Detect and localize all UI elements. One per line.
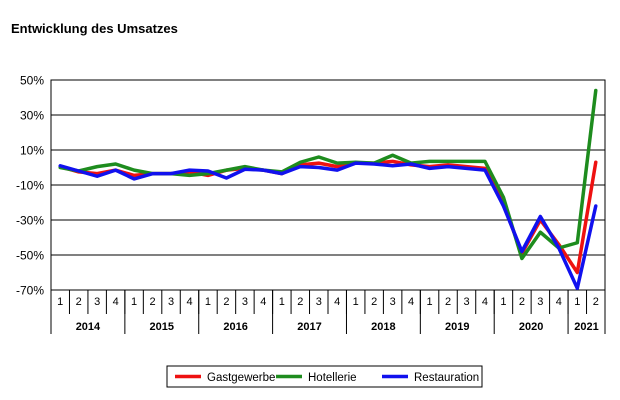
x-tick-label: 2 [223, 296, 229, 308]
x-tick-label: 1 [57, 296, 63, 308]
x-tick-label: 4 [408, 296, 414, 308]
series-line-restauration [58, 161, 598, 290]
year-label: 2017 [297, 321, 321, 333]
x-tick-label: 1 [574, 296, 580, 308]
x-tick-label: 3 [390, 296, 396, 308]
year-label: 2019 [445, 321, 469, 333]
y-axis: -70% -50% -30% -10% 10% 30% 50% [16, 74, 44, 298]
chart-title: Entwicklung des Umsatzes [11, 21, 178, 36]
year-label: 2016 [223, 321, 247, 333]
x-tick-label: 4 [186, 296, 192, 308]
year-label: 2021 [574, 321, 598, 333]
legend-box [166, 365, 483, 388]
y-tick-label: -30% [16, 214, 44, 228]
x-tick-label: 4 [482, 296, 488, 308]
y-tick-label: 10% [20, 144, 44, 158]
x-tick-label: 1 [205, 296, 211, 308]
year-label: 2020 [519, 321, 543, 333]
x-tick-label: 3 [463, 296, 469, 308]
x-tick-label: 2 [519, 296, 525, 308]
x-tick-label: 4 [113, 296, 119, 308]
x-tick-label: 1 [131, 296, 137, 308]
x-tick-label: 1 [353, 296, 359, 308]
y-tick-label: -50% [16, 249, 44, 263]
year-label: 2018 [371, 321, 395, 333]
x-tick-label: 3 [242, 296, 248, 308]
x-tick-label: 1 [500, 296, 506, 308]
x-tick-label: 3 [537, 296, 543, 308]
x-tick-label: 1 [279, 296, 285, 308]
y-tick-label: 50% [20, 74, 44, 88]
legend-label: Restauration [414, 372, 479, 384]
x-tick-label: 4 [556, 296, 562, 308]
series-lines [58, 88, 598, 290]
y-tick-label: -10% [16, 179, 44, 193]
y-tick-label: -70% [16, 284, 44, 298]
x-tick-label: 2 [445, 296, 451, 308]
year-label: 2015 [150, 321, 174, 333]
x-tick-label: 3 [94, 296, 100, 308]
year-label: 2014 [76, 321, 101, 333]
x-tick-label: 4 [334, 296, 340, 308]
x-tick-label: 3 [316, 296, 322, 308]
x-tick-label: 2 [76, 296, 82, 308]
legend-label: Hotellerie [308, 372, 357, 384]
x-tick-label: 2 [150, 296, 156, 308]
legend-label: Gastgewerbe [207, 372, 275, 384]
x-tick-label: 2 [297, 296, 303, 308]
legend: Gastgewerbe Hotellerie Restauration [166, 365, 483, 388]
x-tick-label: 2 [371, 296, 377, 308]
y-tick-label: 30% [20, 109, 44, 123]
x-tick-label: 4 [260, 296, 266, 308]
gridlines [51, 114, 605, 256]
x-tick-label: 2 [593, 296, 599, 308]
x-tick-label: 3 [168, 296, 174, 308]
x-tick-label: 1 [427, 296, 433, 308]
